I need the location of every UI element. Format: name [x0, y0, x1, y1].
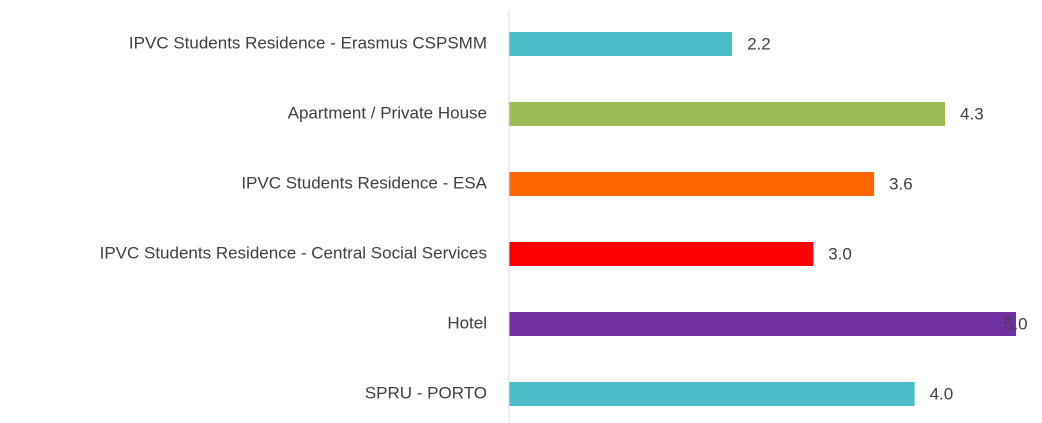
- bar: [509, 312, 1016, 336]
- y-tick-label: IPVC Students Residence - Central Social…: [100, 243, 487, 262]
- data-label: 5.0: [1004, 314, 1028, 333]
- data-label: 3.0: [828, 244, 852, 263]
- y-tick-label: IPVC Students Residence - Erasmus CSPSMM: [129, 33, 487, 52]
- bar: [509, 382, 915, 406]
- bar: [509, 102, 946, 126]
- y-tick-label: Apartment / Private House: [288, 103, 487, 122]
- data-label: 4.0: [930, 384, 954, 403]
- y-tick-label: IPVC Students Residence - ESA: [241, 173, 487, 192]
- y-tick-label: Hotel: [447, 313, 487, 332]
- data-label: 2.2: [747, 34, 771, 53]
- bar: [509, 242, 814, 266]
- data-label: 3.6: [889, 174, 913, 193]
- bar: [509, 172, 875, 196]
- data-label: 4.3: [960, 104, 984, 123]
- y-tick-label: SPRU - PORTO: [365, 383, 487, 402]
- bar: [509, 32, 733, 56]
